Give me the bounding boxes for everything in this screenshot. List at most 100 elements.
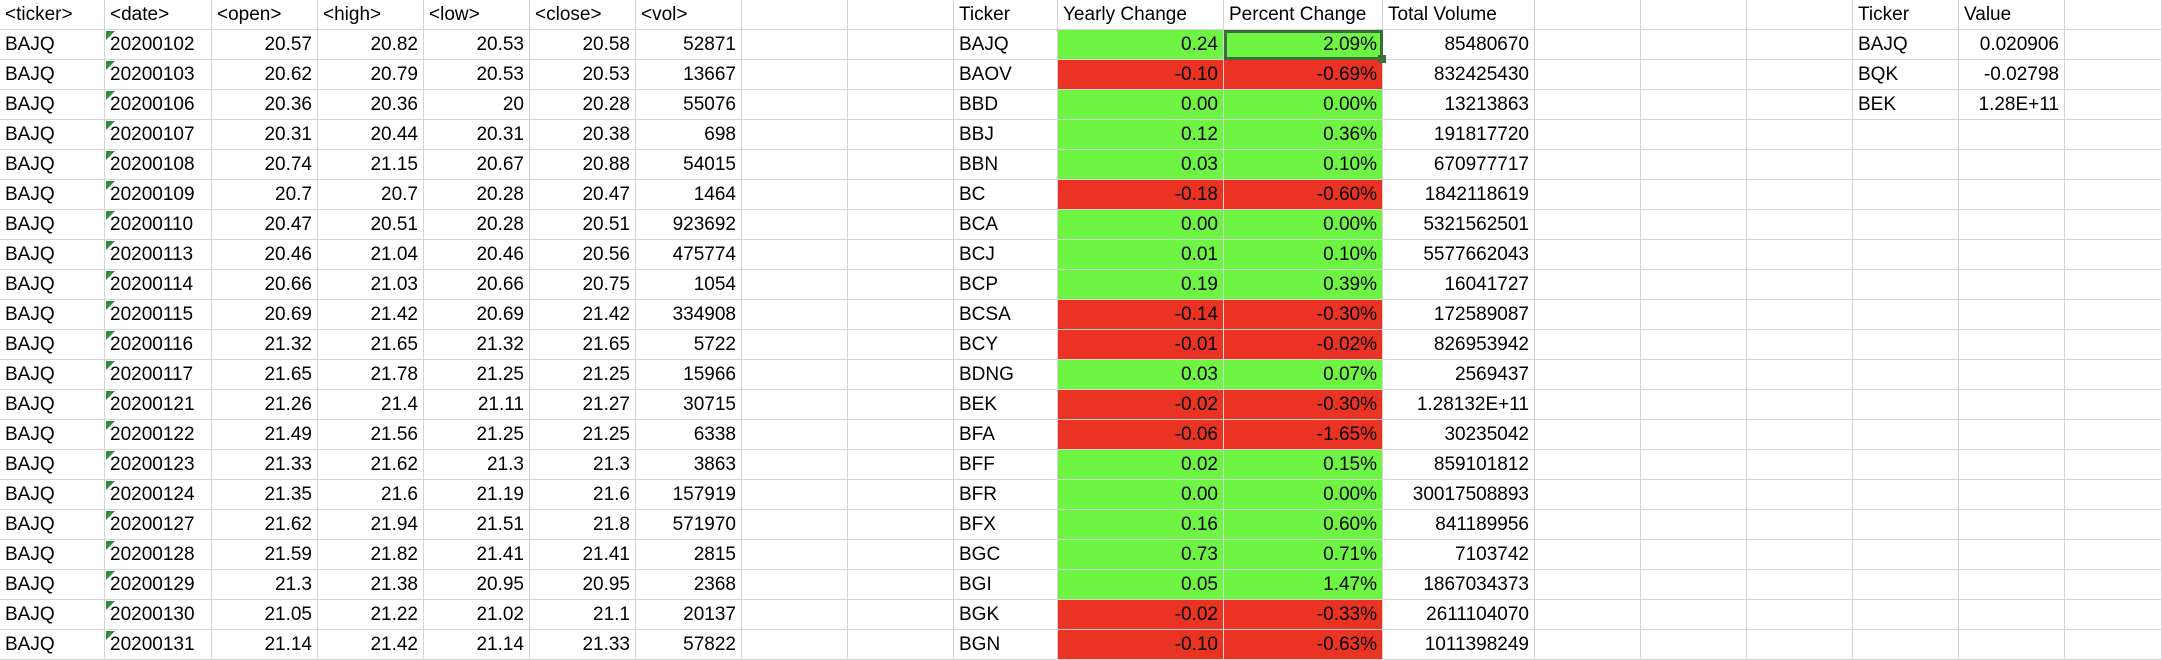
raw-cell-E22[interactable]: 21.14 bbox=[424, 630, 530, 660]
header-E[interactable]: <low> bbox=[424, 0, 530, 30]
yearly-change-cell[interactable]: 0.24 bbox=[1058, 30, 1224, 60]
total-volume-cell[interactable]: 191817720 bbox=[1383, 120, 1535, 150]
cell-I14[interactable] bbox=[848, 390, 954, 420]
raw-cell-F3[interactable]: 20.53 bbox=[530, 60, 636, 90]
cell-P9[interactable] bbox=[1747, 240, 1853, 270]
percent-change-cell[interactable]: 0.36% bbox=[1224, 120, 1383, 150]
total-volume-cell[interactable]: 16041727 bbox=[1383, 270, 1535, 300]
raw-cell-F16[interactable]: 21.3 bbox=[530, 450, 636, 480]
raw-cell-F8[interactable]: 20.51 bbox=[530, 210, 636, 240]
raw-cell-F21[interactable]: 21.1 bbox=[530, 600, 636, 630]
cell-H14[interactable] bbox=[742, 390, 848, 420]
cell-U14[interactable] bbox=[2065, 390, 2162, 420]
number-as-text-warning-icon[interactable] bbox=[106, 481, 115, 490]
raw-cell-D3[interactable]: 20.79 bbox=[318, 60, 424, 90]
cell-O14[interactable] bbox=[1641, 390, 1747, 420]
total-volume-cell[interactable]: 7103742 bbox=[1383, 540, 1535, 570]
raw-cell-E8[interactable]: 20.28 bbox=[424, 210, 530, 240]
summary-ticker[interactable]: BCJ bbox=[954, 240, 1058, 270]
raw-cell-C13[interactable]: 21.65 bbox=[212, 360, 318, 390]
raw-cell-F15[interactable]: 21.25 bbox=[530, 420, 636, 450]
raw-cell-F6[interactable]: 20.88 bbox=[530, 150, 636, 180]
summary-ticker[interactable]: BAJQ bbox=[954, 30, 1058, 60]
cell-O1[interactable] bbox=[1641, 0, 1747, 30]
cell-I8[interactable] bbox=[848, 210, 954, 240]
raw-cell-C7[interactable]: 20.7 bbox=[212, 180, 318, 210]
cell-N8[interactable] bbox=[1535, 210, 1641, 240]
cell-H15[interactable] bbox=[742, 420, 848, 450]
summary-ticker[interactable]: BGC bbox=[954, 540, 1058, 570]
cell-T5[interactable] bbox=[1959, 120, 2065, 150]
raw-cell-F2[interactable]: 20.58 bbox=[530, 30, 636, 60]
cell-U5[interactable] bbox=[2065, 120, 2162, 150]
total-volume-cell[interactable]: 30017508893 bbox=[1383, 480, 1535, 510]
cell-N9[interactable] bbox=[1535, 240, 1641, 270]
total-volume-cell[interactable]: 1.28132E+11 bbox=[1383, 390, 1535, 420]
cell-P20[interactable] bbox=[1747, 570, 1853, 600]
raw-cell-B9[interactable]: 20200113 bbox=[105, 240, 212, 270]
cell-H16[interactable] bbox=[742, 450, 848, 480]
cell-S7[interactable] bbox=[1853, 180, 1959, 210]
raw-cell-A3[interactable]: BAJQ bbox=[0, 60, 105, 90]
header-L[interactable]: Percent Change bbox=[1224, 0, 1383, 30]
raw-cell-D12[interactable]: 21.65 bbox=[318, 330, 424, 360]
total-volume-cell[interactable]: 1011398249 bbox=[1383, 630, 1535, 660]
raw-cell-G10[interactable]: 1054 bbox=[636, 270, 742, 300]
summary-ticker[interactable]: BBD bbox=[954, 90, 1058, 120]
number-as-text-warning-icon[interactable] bbox=[106, 121, 115, 130]
cell-U17[interactable] bbox=[2065, 480, 2162, 510]
cell-I20[interactable] bbox=[848, 570, 954, 600]
raw-cell-E15[interactable]: 21.25 bbox=[424, 420, 530, 450]
raw-cell-A8[interactable]: BAJQ bbox=[0, 210, 105, 240]
cell-I12[interactable] bbox=[848, 330, 954, 360]
cell-P22[interactable] bbox=[1747, 630, 1853, 660]
header-K[interactable]: Yearly Change bbox=[1058, 0, 1224, 30]
cell-I22[interactable] bbox=[848, 630, 954, 660]
cell-N18[interactable] bbox=[1535, 510, 1641, 540]
cell-N2[interactable] bbox=[1535, 30, 1641, 60]
raw-cell-A10[interactable]: BAJQ bbox=[0, 270, 105, 300]
raw-cell-E11[interactable]: 20.69 bbox=[424, 300, 530, 330]
cell-P1[interactable] bbox=[1747, 0, 1853, 30]
raw-cell-C6[interactable]: 20.74 bbox=[212, 150, 318, 180]
cell-U9[interactable] bbox=[2065, 240, 2162, 270]
raw-cell-C20[interactable]: 21.3 bbox=[212, 570, 318, 600]
raw-cell-B4[interactable]: 20200106 bbox=[105, 90, 212, 120]
header-F[interactable]: <close> bbox=[530, 0, 636, 30]
raw-cell-C19[interactable]: 21.59 bbox=[212, 540, 318, 570]
number-as-text-warning-icon[interactable] bbox=[106, 331, 115, 340]
cell-N7[interactable] bbox=[1535, 180, 1641, 210]
total-volume-cell[interactable]: 2611104070 bbox=[1383, 600, 1535, 630]
cell-U15[interactable] bbox=[2065, 420, 2162, 450]
raw-cell-D14[interactable]: 21.4 bbox=[318, 390, 424, 420]
cell-N3[interactable] bbox=[1535, 60, 1641, 90]
extreme-ticker[interactable]: BEK bbox=[1853, 90, 1959, 120]
total-volume-cell[interactable]: 5321562501 bbox=[1383, 210, 1535, 240]
raw-cell-E2[interactable]: 20.53 bbox=[424, 30, 530, 60]
cell-T6[interactable] bbox=[1959, 150, 2065, 180]
cell-N17[interactable] bbox=[1535, 480, 1641, 510]
raw-cell-C10[interactable]: 20.66 bbox=[212, 270, 318, 300]
total-volume-cell[interactable]: 826953942 bbox=[1383, 330, 1535, 360]
raw-cell-G8[interactable]: 923692 bbox=[636, 210, 742, 240]
raw-cell-F4[interactable]: 20.28 bbox=[530, 90, 636, 120]
cell-N4[interactable] bbox=[1535, 90, 1641, 120]
yearly-change-cell[interactable]: -0.18 bbox=[1058, 180, 1224, 210]
number-as-text-warning-icon[interactable] bbox=[106, 511, 115, 520]
yearly-change-cell[interactable]: 0.02 bbox=[1058, 450, 1224, 480]
cell-O9[interactable] bbox=[1641, 240, 1747, 270]
raw-cell-C9[interactable]: 20.46 bbox=[212, 240, 318, 270]
cell-T13[interactable] bbox=[1959, 360, 2065, 390]
summary-ticker[interactable]: BFR bbox=[954, 480, 1058, 510]
cell-U22[interactable] bbox=[2065, 630, 2162, 660]
cell-O18[interactable] bbox=[1641, 510, 1747, 540]
percent-change-cell[interactable]: 0.15% bbox=[1224, 450, 1383, 480]
raw-cell-D9[interactable]: 21.04 bbox=[318, 240, 424, 270]
cell-I5[interactable] bbox=[848, 120, 954, 150]
cell-O4[interactable] bbox=[1641, 90, 1747, 120]
percent-change-cell[interactable]: 0.00% bbox=[1224, 90, 1383, 120]
cell-T20[interactable] bbox=[1959, 570, 2065, 600]
raw-cell-B16[interactable]: 20200123 bbox=[105, 450, 212, 480]
yearly-change-cell[interactable]: 0.03 bbox=[1058, 360, 1224, 390]
